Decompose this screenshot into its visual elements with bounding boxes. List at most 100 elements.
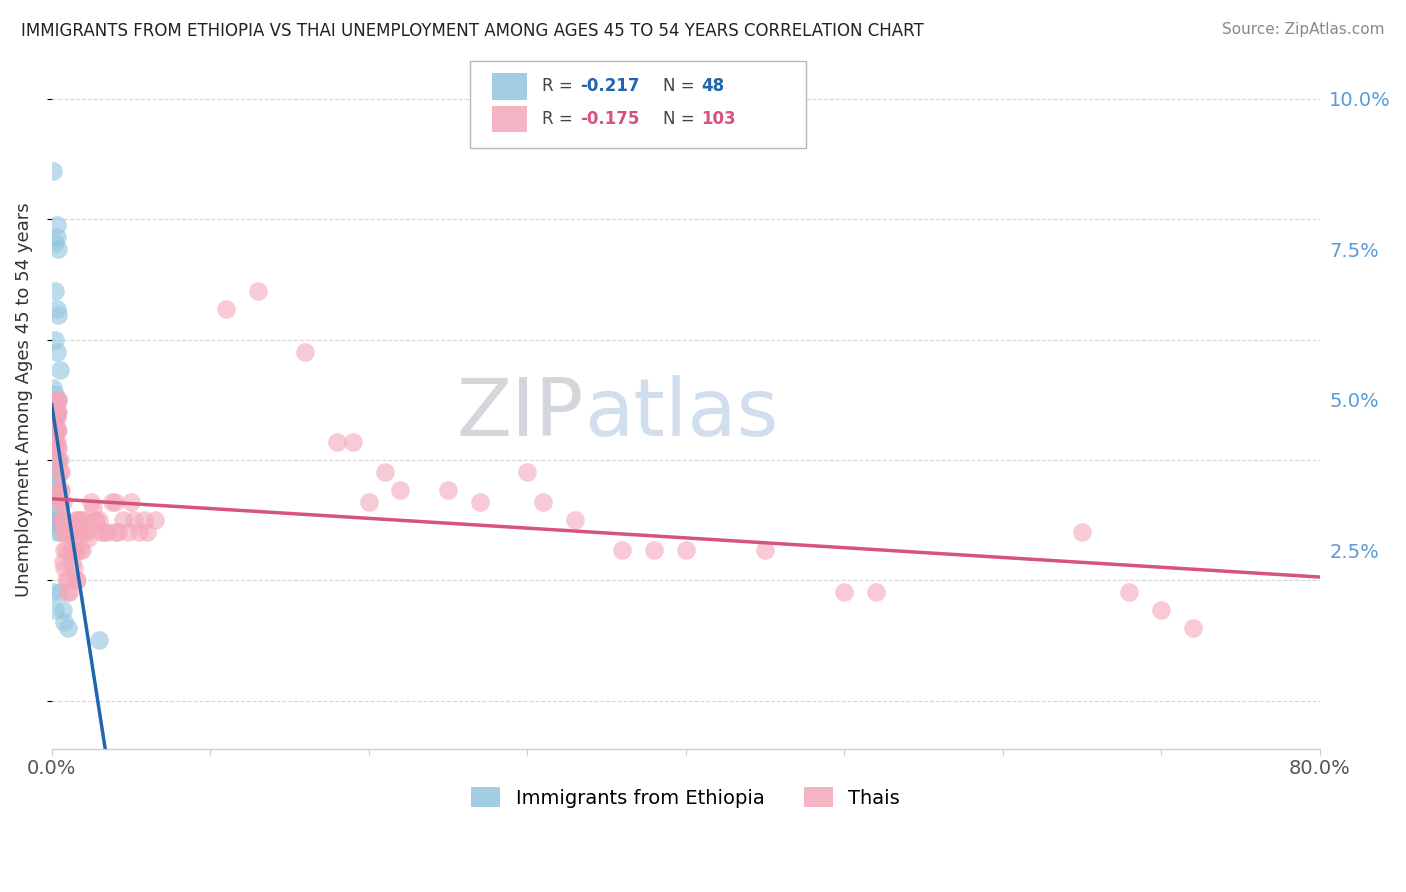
Point [45, 405, 67, 419]
Point [59, 525, 82, 540]
Point [58, 585, 80, 599]
Legend: Immigrants from Ethiopia, Thais: Immigrants from Ethiopia, Thais [464, 780, 908, 816]
Point [48, 453, 70, 467]
Point [42, 410, 65, 425]
Point [531, 495, 554, 509]
Point [48, 585, 70, 599]
Point [865, 585, 887, 599]
Point [832, 585, 855, 599]
Point [46, 453, 69, 467]
Text: N =: N = [662, 78, 700, 95]
Point [44, 423, 66, 437]
Point [122, 513, 145, 527]
Point [45, 423, 67, 437]
Point [42, 513, 65, 527]
Point [48, 525, 70, 540]
Point [215, 302, 238, 317]
Point [48, 362, 70, 376]
Point [42, 585, 65, 599]
Point [44, 453, 66, 467]
Point [46, 483, 69, 497]
Point [44, 603, 66, 617]
Point [56, 573, 79, 587]
Point [44, 386, 66, 401]
Point [342, 434, 364, 449]
Point [48, 483, 70, 497]
Point [112, 513, 135, 527]
Point [46, 309, 69, 323]
Point [516, 465, 538, 479]
Point [45, 302, 67, 317]
Point [1118, 585, 1140, 599]
Point [84, 513, 107, 527]
Point [104, 495, 127, 509]
Point [65, 543, 87, 558]
Point [56, 525, 79, 540]
Point [42, 465, 65, 479]
Point [468, 495, 491, 509]
Point [46, 441, 69, 455]
FancyBboxPatch shape [492, 73, 527, 100]
Point [44, 405, 66, 419]
Point [46, 453, 69, 467]
Point [46, 392, 69, 407]
Text: IMMIGRANTS FROM ETHIOPIA VS THAI UNEMPLOYMENT AMONG AGES 45 TO 54 YEARS CORRELAT: IMMIGRANTS FROM ETHIOPIA VS THAI UNEMPLO… [21, 22, 924, 40]
Text: atlas: atlas [585, 375, 779, 452]
Point [53, 561, 76, 575]
Point [437, 483, 460, 497]
Point [135, 525, 157, 540]
Point [66, 525, 89, 540]
Point [89, 513, 111, 527]
Point [65, 573, 87, 587]
Point [44, 434, 66, 449]
Point [67, 525, 90, 540]
Point [82, 501, 104, 516]
Point [60, 555, 83, 569]
Point [51, 483, 73, 497]
Point [1070, 525, 1092, 540]
Point [46, 392, 69, 407]
Point [52, 525, 75, 540]
Point [120, 495, 142, 509]
Point [107, 525, 129, 540]
Text: -0.217: -0.217 [581, 78, 640, 95]
Point [45, 525, 67, 540]
Point [77, 531, 100, 545]
Point [389, 483, 412, 497]
Point [52, 495, 75, 509]
Point [42, 405, 65, 419]
Point [51, 513, 73, 527]
Point [63, 561, 86, 575]
Point [48, 495, 70, 509]
Point [44, 483, 66, 497]
Point [675, 543, 697, 558]
Point [93, 525, 115, 540]
Point [45, 495, 67, 509]
Point [46, 501, 69, 516]
Point [128, 525, 150, 540]
Point [52, 603, 75, 617]
Point [52, 555, 75, 569]
Point [44, 392, 66, 407]
Text: -0.175: -0.175 [581, 110, 640, 128]
Point [69, 513, 91, 527]
Point [55, 543, 77, 558]
Point [1150, 603, 1173, 617]
Point [42, 164, 65, 178]
Point [83, 513, 105, 527]
Point [45, 471, 67, 485]
Text: R =: R = [543, 110, 578, 128]
Point [55, 573, 77, 587]
Point [60, 543, 83, 558]
Point [45, 392, 67, 407]
Point [44, 434, 66, 449]
Point [117, 525, 139, 540]
Point [294, 344, 316, 359]
Point [754, 543, 776, 558]
Point [44, 410, 66, 425]
Point [51, 495, 73, 509]
Point [45, 230, 67, 244]
Point [46, 405, 69, 419]
Point [45, 405, 67, 419]
Point [44, 333, 66, 347]
